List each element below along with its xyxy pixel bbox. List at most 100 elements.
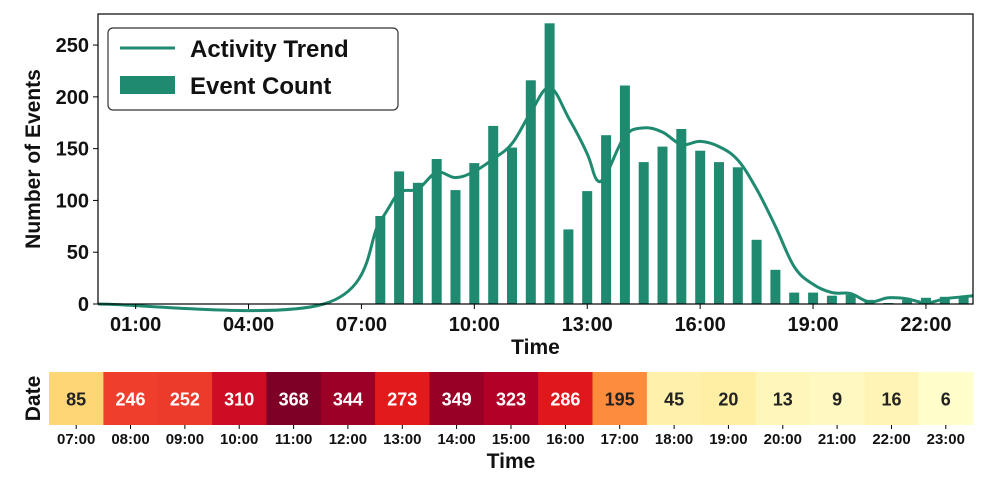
y-tick-label: 250 [56, 35, 89, 57]
legend-label-event-count: Event Count [190, 73, 331, 100]
heatmap-x-axis-title: Time [487, 450, 536, 473]
heatmap-cell-value: 9 [832, 390, 842, 410]
heatmap-x-tick-label: 07:00 [57, 431, 95, 448]
bar [488, 125, 499, 305]
heatmap-x-tick-label: 13:00 [383, 431, 421, 448]
heatmap-x-tick-label: 18:00 [655, 431, 693, 448]
heatmap-cell-value: 13 [773, 390, 793, 410]
x-tick-label: 10:00 [449, 314, 500, 336]
legend-frame [107, 27, 399, 111]
y-tick-label: 200 [56, 87, 89, 109]
heatmap-cell [646, 372, 702, 425]
y-tick-label: 150 [56, 139, 89, 161]
heatmap-cell-value: 85 [66, 390, 86, 410]
x-axis-title: Time [511, 336, 560, 359]
bar [826, 295, 837, 304]
bar [619, 85, 630, 304]
bar [808, 292, 819, 304]
heatmap-cell [429, 372, 485, 425]
heatmap-cell [483, 372, 539, 425]
heatmap-x-tick-label: 14:00 [437, 431, 475, 448]
bar [958, 296, 969, 305]
bar [845, 294, 856, 304]
bar [563, 229, 574, 304]
heatmap-cell-value: 368 [279, 390, 309, 410]
heatmap-cell [755, 372, 811, 425]
y-tick-label: 100 [56, 190, 89, 212]
legend-bar-swatch [120, 76, 175, 94]
heatmap-x-tick-label: 10:00 [220, 431, 258, 448]
bar [921, 297, 931, 304]
bar [412, 182, 423, 304]
x-tick-label: 07:00 [336, 314, 387, 336]
bar [732, 167, 743, 304]
legend: Activity Trend Event Count [107, 27, 399, 111]
heatmap-cell [918, 372, 974, 425]
heatmap-x-tick-label: 22:00 [872, 431, 910, 448]
bar [582, 191, 593, 304]
x-tick-label: 13:00 [562, 314, 613, 336]
bar [394, 171, 405, 304]
bar [469, 163, 480, 304]
heatmap-cell-value: 286 [550, 390, 580, 410]
heatmap-x-tick-label: 12:00 [329, 431, 367, 448]
trend-line [97, 86, 974, 313]
bar [507, 147, 517, 304]
x-tick-label: 04:00 [223, 314, 274, 336]
bar [714, 162, 724, 304]
hourly-heatmap: 85 07:00 246 08:00 252 09:00 310 10:00 368 11:00 3… [22, 372, 974, 473]
bar [638, 162, 649, 304]
heatmap-x-tick-label: 16:00 [546, 431, 584, 448]
heatmap-cell [701, 372, 757, 425]
bar [902, 299, 913, 304]
bar [770, 269, 781, 304]
heatmap-x-tick-label: 09:00 [166, 431, 204, 448]
bar [431, 159, 442, 304]
heatmap-cell [375, 372, 430, 425]
heatmap-cell [266, 372, 322, 425]
heatmap-cell-value: 246 [115, 390, 145, 410]
bar [525, 80, 536, 304]
bar [939, 296, 950, 305]
heatmap-cell-value: 16 [881, 390, 901, 410]
bar [695, 150, 706, 304]
bar [601, 135, 612, 304]
heatmap-cell-value: 310 [224, 390, 254, 410]
heatmap-cell-value: 273 [387, 390, 417, 410]
heatmap-cell [320, 372, 376, 425]
x-tick-label: 22:00 [900, 314, 951, 336]
heatmap-x-tick-label: 23:00 [927, 431, 965, 448]
heatmap-x-tick-label: 11:00 [275, 431, 313, 448]
heatmap-cell [157, 372, 213, 425]
heatmap-cell-value: 20 [718, 390, 738, 410]
bar [657, 146, 668, 304]
y-axis-title: Number of Events [22, 69, 45, 249]
bar [450, 190, 461, 304]
heatmap-x-tick-label: 19:00 [709, 431, 747, 448]
heatmap-x-tick-label: 15:00 [492, 431, 530, 448]
heatmap-cell [49, 372, 104, 425]
bar [676, 129, 687, 304]
x-tick-label: 16:00 [675, 314, 726, 336]
heatmap-cell-value: 323 [496, 390, 526, 410]
heatmap-x-tick-label: 08:00 [111, 431, 149, 448]
heatmap-cell-value: 45 [664, 390, 684, 410]
heatmap-cell [592, 372, 648, 425]
heatmap-cell-value: 344 [333, 390, 363, 410]
legend-label-activity-trend: Activity Trend [190, 36, 349, 63]
heatmap-cell-value: 349 [442, 390, 472, 410]
heatmap-cell [212, 372, 267, 425]
heatmap-cell-value: 252 [170, 390, 200, 410]
heatmap-cell [103, 372, 159, 425]
y-tick-label: 0 [78, 294, 89, 316]
heatmap-cell-value: 6 [941, 390, 951, 410]
heatmap-cell [538, 372, 594, 425]
heatmap-x-tick-label: 17:00 [601, 431, 639, 448]
plot-frame [97, 13, 974, 305]
heatmap-cell [864, 372, 920, 425]
x-tick-label: 01:00 [110, 314, 161, 336]
event-count-chart: 0 50 100 150 200 250 01:00 04:00 07:00 10:00 13:00… [22, 13, 974, 359]
x-tick-label: 19:00 [787, 314, 838, 336]
heatmap-x-tick-label: 21:00 [818, 431, 856, 448]
